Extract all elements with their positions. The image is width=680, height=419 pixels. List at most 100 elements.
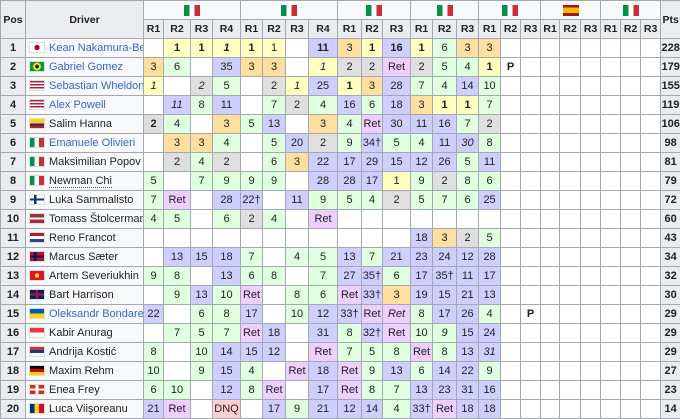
position: 3 bbox=[1, 77, 26, 96]
result-cell: 2 bbox=[411, 58, 433, 77]
driver-link[interactable]: Alex Powell bbox=[49, 99, 106, 111]
result-cell bbox=[581, 58, 601, 77]
result-cell: 6 bbox=[457, 191, 479, 210]
result-cell: 8 bbox=[213, 305, 241, 324]
netherlands-flag-icon bbox=[29, 232, 45, 243]
result-cell: 32† bbox=[362, 324, 383, 343]
result-cell: 2 bbox=[479, 115, 501, 134]
italy-flag-icon[interactable] bbox=[366, 5, 382, 16]
result-cell bbox=[641, 58, 661, 77]
result-cell: 25 bbox=[309, 77, 338, 96]
result-cell: 10 bbox=[213, 286, 241, 305]
result-cell bbox=[521, 229, 541, 248]
points: 106 bbox=[661, 115, 680, 134]
result-cell bbox=[560, 77, 581, 96]
result-cell bbox=[501, 362, 521, 381]
result-cell bbox=[641, 362, 661, 381]
driver-link[interactable]: Oleksandr Bondarev bbox=[49, 308, 144, 320]
italy-flag-icon[interactable] bbox=[502, 5, 518, 16]
event-header bbox=[144, 1, 241, 20]
result-cell: 12 bbox=[338, 400, 362, 419]
driver-name: Andrija Kostić bbox=[49, 346, 116, 358]
result-cell: 13 bbox=[338, 248, 362, 267]
italy-flag-icon[interactable] bbox=[281, 5, 297, 16]
result-cell bbox=[621, 267, 641, 286]
round-header: R3 bbox=[521, 20, 541, 39]
driver-link[interactable]: Emanuele Olivieri bbox=[49, 137, 135, 149]
result-cell bbox=[641, 267, 661, 286]
ukraine-flag-icon bbox=[29, 308, 45, 319]
result-cell bbox=[286, 115, 309, 134]
result-cell bbox=[601, 210, 621, 229]
result-cell bbox=[541, 381, 560, 400]
result-cell bbox=[501, 267, 521, 286]
result-cell: 31 bbox=[457, 381, 479, 400]
driver-link[interactable]: Kean Nakamura-Berta bbox=[49, 42, 144, 54]
result-cell: 2 bbox=[433, 172, 457, 191]
result-cell: 1 bbox=[433, 96, 457, 115]
result-cell bbox=[581, 172, 601, 191]
italy-flag-icon[interactable] bbox=[623, 5, 639, 16]
points: 29 bbox=[661, 305, 680, 324]
result-cell: 17 bbox=[479, 267, 501, 286]
position: 17 bbox=[1, 343, 26, 362]
result-cell: 10 bbox=[191, 343, 213, 362]
points: 29 bbox=[661, 324, 680, 343]
result-cell bbox=[560, 343, 581, 362]
position: 14 bbox=[1, 286, 26, 305]
result-cell: 18 bbox=[213, 248, 241, 267]
result-cell bbox=[641, 134, 661, 153]
result-cell: 5 bbox=[144, 172, 164, 191]
result-cell: 8 bbox=[191, 96, 213, 115]
round-header: R3 bbox=[191, 20, 213, 39]
event-header bbox=[479, 1, 541, 20]
romania-flag-icon bbox=[29, 403, 45, 414]
result-cell bbox=[286, 39, 309, 58]
result-cell bbox=[362, 229, 383, 248]
result-cell: 16 bbox=[433, 115, 457, 134]
result-cell bbox=[601, 343, 621, 362]
driver-name: Luka Sammalisto bbox=[49, 194, 133, 206]
result-cell: 20 bbox=[286, 134, 309, 153]
result-cell: 7 bbox=[213, 324, 241, 343]
result-cell: 21 bbox=[383, 248, 411, 267]
result-cell: Ret bbox=[164, 400, 191, 419]
result-cell bbox=[541, 362, 560, 381]
italy-flag-icon[interactable] bbox=[437, 5, 453, 16]
result-cell bbox=[521, 400, 541, 419]
result-cell: 35† bbox=[362, 267, 383, 286]
result-cell bbox=[541, 286, 560, 305]
result-cell: Ret bbox=[383, 58, 411, 77]
result-cell bbox=[501, 210, 521, 229]
points: 30 bbox=[661, 286, 680, 305]
italy-flag-icon[interactable] bbox=[184, 5, 200, 16]
result-cell: 15 bbox=[433, 286, 457, 305]
result-cell: 26 bbox=[433, 153, 457, 172]
result-cell bbox=[501, 77, 521, 96]
result-cell bbox=[541, 248, 560, 267]
result-cell: 33† bbox=[362, 286, 383, 305]
result-cell: 28 bbox=[383, 77, 411, 96]
driver-name: Bart Harrison bbox=[49, 289, 114, 301]
result-cell: 14 bbox=[433, 362, 457, 381]
driver-link[interactable]: Gabriel Gomez bbox=[49, 61, 123, 73]
result-cell bbox=[541, 400, 560, 419]
driver-cell: Maxim Rehm bbox=[26, 362, 144, 381]
points: 14 bbox=[661, 400, 680, 419]
result-cell bbox=[541, 134, 560, 153]
driver-link[interactable]: Sebastian Wheldon bbox=[49, 80, 144, 92]
result-cell bbox=[191, 400, 213, 419]
result-cell: 5 bbox=[309, 248, 338, 267]
result-cell: 13 bbox=[411, 381, 433, 400]
driver-cell: Maksimilian Popov bbox=[26, 153, 144, 172]
spain-flag-icon[interactable] bbox=[563, 5, 579, 16]
result-cell: 30 bbox=[457, 134, 479, 153]
result-cell: 13 bbox=[164, 248, 191, 267]
round-header: R4 bbox=[309, 20, 338, 39]
result-cell: 7 bbox=[164, 324, 191, 343]
result-cell: 8 bbox=[241, 381, 263, 400]
result-cell bbox=[521, 381, 541, 400]
